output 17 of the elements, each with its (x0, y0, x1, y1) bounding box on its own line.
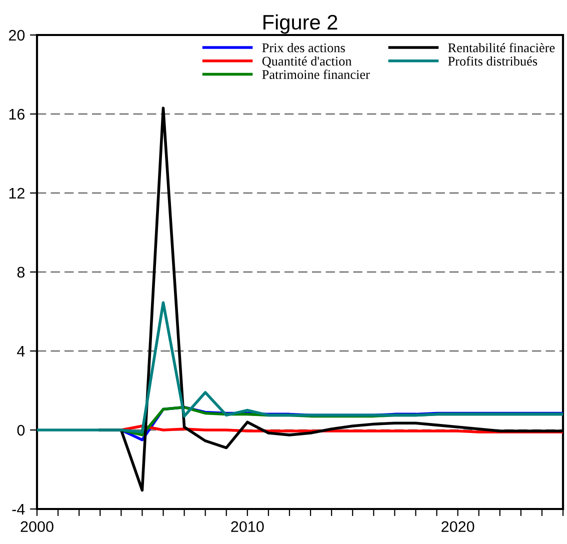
legend-label: Quantité d'action (262, 56, 352, 68)
legend-label: Rentabilité finacière (448, 42, 555, 52)
legend-label: Patrimoine financier (262, 70, 370, 80)
y-tick-label: 16 (9, 108, 25, 120)
x-tick-label: 2020 (442, 521, 474, 532)
y-tick-label: 0 (17, 424, 25, 436)
legend-label: Profits distribués (448, 56, 538, 66)
y-tick-label: 20 (8, 30, 25, 41)
x-tick-label: 2010 (231, 521, 264, 532)
y-tick-label: 12 (9, 188, 24, 199)
x-tick-label: 2000 (20, 521, 54, 532)
y-tick-label: 8 (17, 266, 25, 278)
y-tick-label: -4 (12, 504, 25, 515)
legend-label: Prix des actions (262, 42, 345, 52)
line-series (37, 301, 563, 434)
y-tick-label: 4 (17, 346, 25, 357)
chart-title: Figure 2 (264, 14, 338, 34)
